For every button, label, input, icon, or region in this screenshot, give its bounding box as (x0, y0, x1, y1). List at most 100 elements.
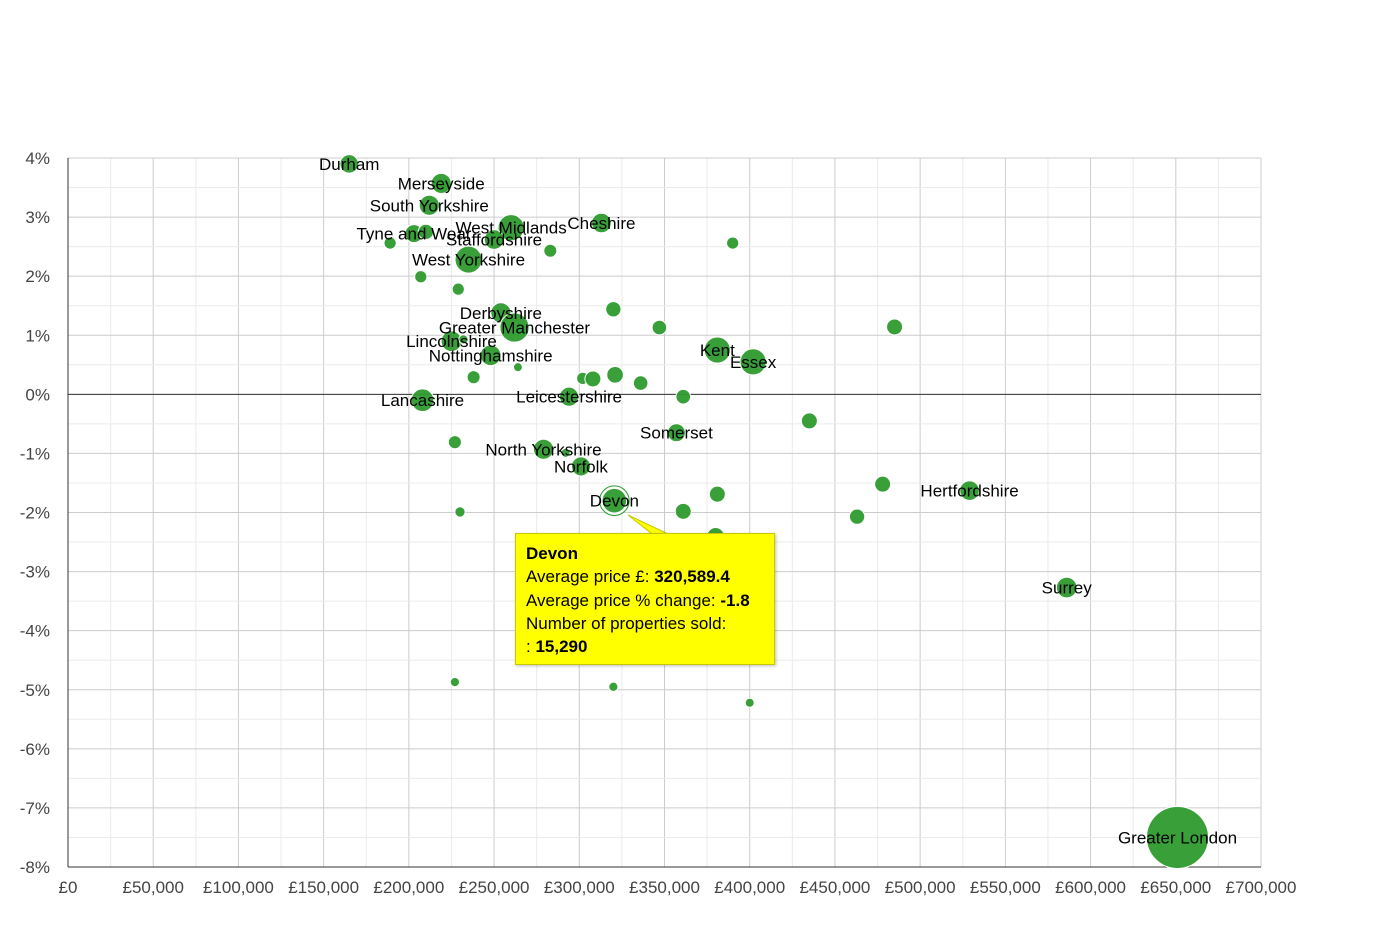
bubble-label: South Yorkshire (370, 196, 489, 215)
bubble-label: Nottinghamshire (429, 346, 553, 365)
y-tick-label: 3% (25, 208, 50, 227)
bubble[interactable] (886, 318, 904, 336)
bubble[interactable] (666, 423, 686, 443)
bubble-label: Durham (319, 155, 379, 174)
bubble[interactable] (651, 319, 668, 336)
tooltip-sold-value: 15,290 (535, 637, 588, 657)
y-tick-label: -3% (20, 563, 50, 582)
bubble[interactable] (414, 270, 428, 284)
bubble[interactable] (559, 386, 580, 407)
bubble[interactable] (454, 245, 483, 274)
bubble[interactable] (605, 301, 622, 318)
bubble-label: Tyne and Wear (356, 225, 471, 244)
bubble-label: Essex (730, 353, 777, 372)
bubble-selected[interactable] (600, 486, 629, 515)
bubble-labels: Durham Merseyside South Yorkshire West Midl… (319, 155, 1237, 848)
bubble[interactable] (674, 502, 692, 520)
bubble[interactable] (417, 223, 435, 241)
bubble-label: Leicestershire (516, 388, 622, 407)
bubble-label: Cheshire (567, 214, 635, 233)
bubble[interactable] (584, 370, 602, 388)
bubble[interactable] (512, 362, 523, 373)
tooltip-price-label: Average price £: (526, 567, 650, 587)
bubble[interactable] (532, 438, 555, 460)
bubble-label: Lincolnshire (406, 332, 497, 351)
bubble[interactable] (608, 681, 619, 692)
y-tick-label: 0% (25, 385, 50, 404)
tooltip-price-value: 320,589.4 (654, 567, 730, 587)
x-tick-label: £150,000 (288, 878, 359, 897)
bubble[interactable] (383, 236, 397, 250)
bubble[interactable] (483, 229, 505, 250)
x-tick-label: £650,000 (1140, 878, 1211, 897)
bubble[interactable] (430, 172, 452, 194)
x-tick-label: £0 (59, 878, 78, 897)
bubble-label: West Midlands (456, 219, 567, 238)
x-tick-label: £300,000 (544, 878, 615, 897)
bubble[interactable] (744, 697, 755, 708)
bubble-label: Kent (700, 341, 735, 360)
bubble[interactable] (591, 212, 612, 234)
bubble-label: Greater Manchester (439, 319, 591, 338)
bubble[interactable] (848, 508, 866, 525)
x-tick-label: £600,000 (1055, 878, 1126, 897)
bubble[interactable] (675, 388, 692, 405)
bubble[interactable] (606, 366, 624, 384)
axes (67, 158, 1261, 868)
grid (67, 157, 1262, 868)
bubble-label: Surrey (1042, 579, 1093, 598)
y-tick-label: -1% (20, 444, 50, 463)
bubble[interactable] (1145, 805, 1209, 869)
bubble-label: Staffordshire (446, 231, 542, 250)
y-tick-label: -5% (20, 681, 50, 700)
bubble-label: Devon (590, 492, 639, 511)
x-tick-label: £50,000 (122, 878, 183, 897)
tick-labels: £0 £50,000 £100,000 £150,000 £200,000 £250,00… (20, 149, 1297, 897)
bubble[interactable] (449, 676, 460, 688)
x-tick-label: £250,000 (459, 878, 530, 897)
y-tick-label: -7% (20, 799, 50, 818)
bubble[interactable] (708, 485, 726, 503)
tooltip-change-label: Average price % change: (526, 590, 716, 610)
y-tick-label: 4% (25, 149, 50, 168)
bubble[interactable] (458, 334, 469, 345)
tooltip-title: Devon (526, 544, 578, 563)
bubble[interactable] (454, 506, 466, 518)
bubble[interactable] (800, 412, 818, 430)
bubble[interactable] (339, 154, 359, 174)
bubble[interactable] (447, 435, 462, 450)
y-tick-label: -4% (20, 622, 50, 641)
bubble[interactable] (479, 344, 502, 367)
y-tick-label: -8% (20, 858, 50, 877)
bubble-label: Norfolk (554, 457, 608, 476)
bubble-label: Greater London (1118, 828, 1237, 847)
bubble[interactable] (497, 214, 525, 242)
bubble-label: Somerset (640, 424, 713, 443)
y-tick-label: -6% (20, 740, 50, 759)
bubble[interactable] (959, 480, 980, 501)
tooltip-price-row: Average price £: 320,589.4 (526, 565, 764, 588)
bubble[interactable] (632, 375, 649, 391)
bubble[interactable] (410, 388, 435, 413)
bubble[interactable] (739, 348, 767, 376)
bubble[interactable] (874, 475, 892, 493)
bubble[interactable] (418, 194, 440, 216)
bubble[interactable] (1055, 576, 1078, 599)
x-tick-label: £550,000 (970, 878, 1041, 897)
bubble[interactable] (543, 243, 558, 258)
bubble[interactable] (726, 236, 740, 250)
bubble[interactable] (570, 456, 592, 477)
bubble[interactable] (466, 370, 481, 385)
tooltip-sold-prefix: : (526, 637, 531, 657)
bubble[interactable] (499, 312, 530, 343)
x-tick-label: £350,000 (629, 878, 700, 897)
x-tick-label: £450,000 (799, 878, 870, 897)
bubble[interactable] (451, 282, 465, 296)
bubble[interactable] (560, 447, 571, 458)
bubble-label: Merseyside (398, 174, 485, 193)
x-tick-label: £100,000 (203, 878, 274, 897)
bubble[interactable] (703, 336, 731, 364)
bubble-label: Hertfordshire (920, 482, 1018, 501)
y-tick-label: -2% (20, 504, 50, 523)
